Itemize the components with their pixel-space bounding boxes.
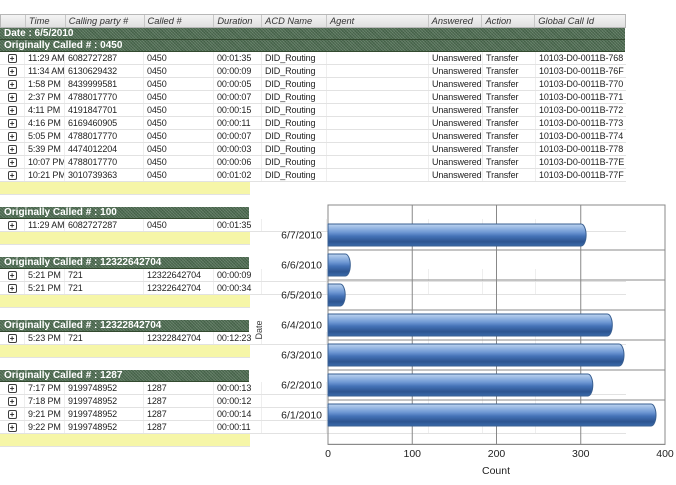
svg-text:6/4/2010: 6/4/2010 <box>281 320 322 332</box>
svg-text:6/6/2010: 6/6/2010 <box>281 260 322 272</box>
svg-text:6/5/2010: 6/5/2010 <box>281 290 322 302</box>
svg-text:200: 200 <box>488 448 506 460</box>
svg-text:6/3/2010: 6/3/2010 <box>281 350 322 362</box>
svg-text:300: 300 <box>572 448 590 460</box>
svg-text:6/1/2010: 6/1/2010 <box>281 410 322 422</box>
svg-text:400: 400 <box>656 448 674 460</box>
svg-text:6/7/2010: 6/7/2010 <box>281 230 322 242</box>
svg-text:Count: Count <box>482 465 510 477</box>
svg-text:Date: Date <box>254 320 264 339</box>
svg-text:100: 100 <box>403 448 421 460</box>
svg-text:6/2/2010: 6/2/2010 <box>281 380 322 392</box>
svg-text:0: 0 <box>325 448 331 460</box>
